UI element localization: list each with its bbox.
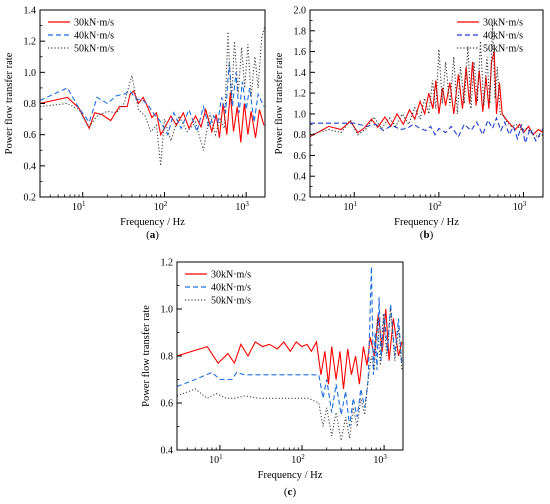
panel-label: (c) [284, 486, 297, 498]
y-tick-label: 0.8 [294, 130, 307, 141]
y-tick-label: 1.0 [161, 305, 174, 316]
y-tick-label: 0.6 [161, 399, 174, 410]
x-tick-label: 102 [154, 200, 168, 213]
y-tick-label: 2.0 [294, 6, 307, 17]
series-line-1 [310, 51, 543, 138]
y-tick-label: 0.6 [24, 130, 37, 141]
y-tick-label: 1.8 [294, 26, 307, 37]
series-line-2 [310, 116, 543, 146]
x-tick-label: 101 [343, 200, 357, 213]
legend-label-1: 30kN·m/s [74, 18, 114, 29]
y-tick-label: 1.2 [294, 89, 307, 100]
legend-label-2: 40kN·m/s [74, 31, 114, 42]
x-tick-label: 103 [235, 200, 249, 213]
y-axis-label: Power flow transfer rate [274, 52, 285, 154]
x-tick-label: 102 [291, 453, 305, 466]
legend-label-3: 50kN·m/s [211, 296, 251, 307]
y-tick-label: 0.8 [24, 99, 37, 110]
legend-label-3: 50kN·m/s [483, 44, 523, 55]
legend: 30kN·m/s 40kN·m/s 50kN·m/s [185, 270, 251, 307]
x-tick-label: 101 [209, 453, 223, 466]
y-axis-label: Power flow transfer rate [141, 305, 152, 407]
panel-label: (a) [146, 229, 159, 241]
x-axis-label: Frequency / Hz [120, 217, 185, 228]
y-tick-label: 1.4 [24, 6, 37, 17]
y-tick-label: 1.0 [24, 68, 37, 79]
chart-panel-c: 101 102 103 0.4 0.6 0.8 1.0 1.2 Frequency / Hz Po… [141, 258, 404, 498]
legend: 30kN·m/s 40kN·m/s 50kN·m/s [48, 18, 114, 55]
chart-panel-a: 101 102 103 0.2 0.4 0.6 0.8 1.0 1.2 1.4 Frequency … [4, 6, 266, 241]
x-axis-label: Frequency / Hz [394, 217, 459, 228]
x-tick-label: 103 [513, 200, 527, 213]
y-tick-label: 1.4 [294, 68, 307, 79]
legend-label-1: 30kN·m/s [211, 270, 251, 281]
y-axis-label: Power flow transfer rate [4, 52, 15, 154]
series-line-3 [40, 25, 265, 166]
series-line-1 [177, 308, 403, 389]
series-line-2 [177, 266, 403, 427]
y-tick-label: 0.8 [161, 352, 174, 363]
chart-panel-b: 101 102 103 0.2 0.4 0.6 0.8 1.0 1.2 1.4 1.6 1.8 2.0 F… [274, 6, 544, 241]
y-tick-label: 1.0 [294, 109, 307, 120]
x-tick-label: 102 [428, 200, 442, 213]
series-line-1 [40, 90, 265, 143]
x-axis-label: Frequency / Hz [258, 470, 323, 481]
y-tick-label: 0.4 [294, 172, 307, 183]
y-tick-label: 1.2 [161, 258, 174, 269]
y-tick-label: 0.4 [24, 161, 37, 172]
legend-label-1: 30kN·m/s [483, 18, 523, 29]
y-tick-label: 0.2 [294, 193, 307, 204]
x-tick-label: 101 [72, 200, 86, 213]
y-tick-label: 1.2 [24, 37, 37, 48]
legend-label-2: 40kN·m/s [483, 31, 523, 42]
legend: 30kN·m/s 40kN·m/s 50kN·m/s [457, 18, 523, 55]
y-tick-label: 1.6 [294, 47, 307, 58]
y-tick-label: 0.6 [294, 151, 307, 162]
panel-label: (b) [420, 229, 434, 241]
legend-label-3: 50kN·m/s [74, 44, 114, 55]
x-tick-label: 103 [373, 453, 387, 466]
y-tick-label: 0.4 [161, 446, 174, 457]
legend-label-2: 40kN·m/s [211, 283, 251, 294]
y-tick-label: 0.2 [24, 193, 37, 204]
